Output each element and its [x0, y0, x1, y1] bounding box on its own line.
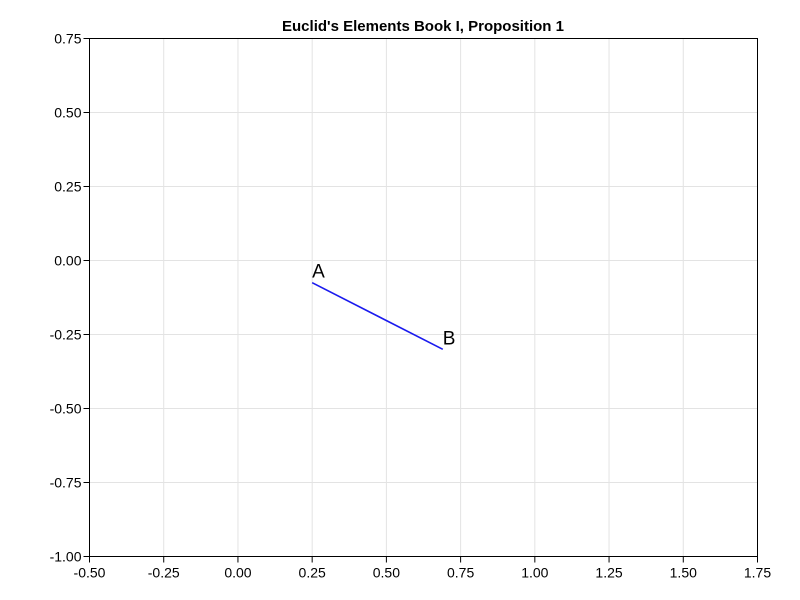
point-label-a: A	[312, 262, 325, 283]
plot-frame	[89, 38, 758, 557]
x-tick-label: 0.25	[299, 565, 326, 581]
y-tick-label: 0.75	[54, 31, 81, 47]
y-tick-label: -1.00	[50, 549, 82, 565]
y-tick-label: -0.25	[50, 327, 82, 343]
x-tick-label: 0.00	[224, 565, 251, 581]
x-tick-label: 1.50	[670, 565, 697, 581]
y-tick-label: 0.00	[54, 253, 81, 269]
x-tick-label: 0.75	[447, 565, 474, 581]
y-tick-label: -0.75	[50, 475, 82, 491]
x-tick-label: 1.00	[521, 565, 548, 581]
y-axis: 0.75 0.50 0.25 0.00 -0.25 -0.50 -0.75 -1.00	[50, 31, 90, 565]
point-label-b: B	[443, 328, 456, 349]
y-tick-label: -0.50	[50, 401, 82, 417]
x-tick-label: 1.75	[744, 565, 771, 581]
y-tick-label: 0.25	[54, 179, 81, 195]
chart-title: Euclid's Elements Book I, Proposition 1	[282, 18, 564, 35]
x-tick-label: -0.25	[148, 565, 180, 581]
x-tick-label: 0.50	[373, 565, 400, 581]
y-tick-label: 0.50	[54, 105, 81, 121]
series-group: AB	[311, 262, 456, 351]
grid	[89, 38, 758, 557]
x-tick-label: -0.50	[74, 565, 106, 581]
segment-ab-line	[311, 281, 444, 351]
x-axis: -0.50 -0.25 0.00 0.25 0.50 0.75 1.00 1.25 1.50 1.…	[74, 556, 771, 581]
x-tick-label: 1.25	[595, 565, 622, 581]
